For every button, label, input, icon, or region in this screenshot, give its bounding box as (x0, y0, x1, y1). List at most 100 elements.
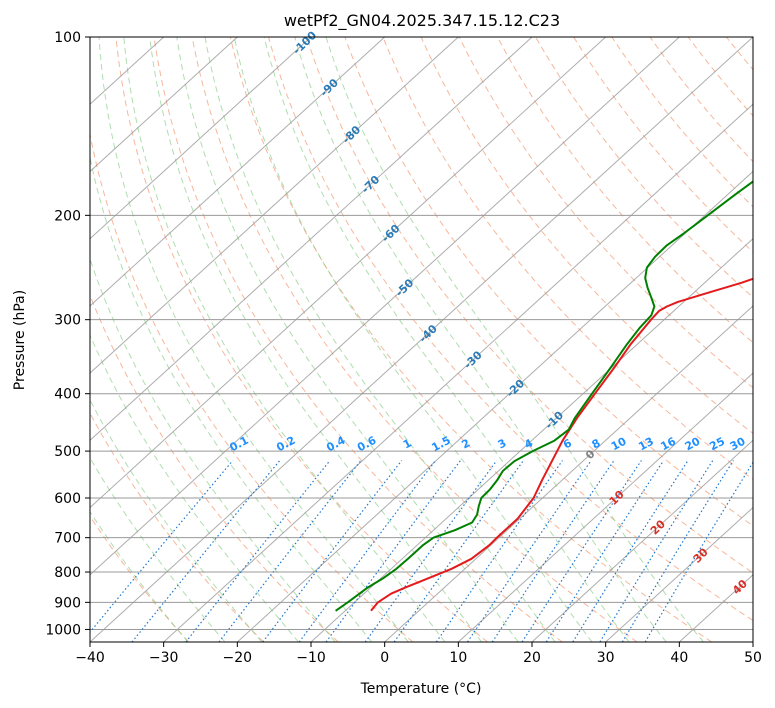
mixing-ratio-line (325, 460, 461, 642)
dry-adiabat (649, 37, 753, 163)
mixing-ratio-line (467, 460, 592, 642)
plot-frame (89, 36, 754, 643)
isotherm (457, 372, 753, 642)
isotherm (90, 37, 607, 509)
mixing-ratio-line (572, 460, 689, 642)
mixing-ratio-line (435, 460, 563, 642)
isotherm (163, 103, 753, 642)
moist-adiabat (123, 37, 446, 642)
dry-adiabat (382, 37, 753, 481)
axes: −40 −30 −20 −10 0 10 20 30 40 50 100 200 300 400 500 60… (45, 30, 762, 666)
moist-adiabat (204, 37, 556, 642)
y-tick-label: 700 (54, 531, 81, 547)
x-tick-label: −20 (223, 650, 253, 666)
moist-adiabat (325, 37, 704, 642)
mixing-ratio-label: 20 (683, 434, 703, 453)
mixing-ratio-line (131, 460, 281, 642)
x-tick-label: −30 (149, 650, 179, 666)
dry-adiabat (90, 515, 190, 642)
isotherm (90, 37, 386, 307)
moist-adiabat (90, 456, 226, 642)
y-tick-label: 900 (54, 595, 81, 611)
isotherm (236, 170, 753, 642)
isotherm-label: -100 (290, 29, 319, 58)
y-tick-label: 300 (54, 313, 81, 329)
isotherm (531, 439, 753, 642)
mixing-ratio-label: 30 (728, 435, 748, 454)
isotherm (384, 305, 753, 642)
mixing-ratio-line (393, 460, 524, 642)
dry-adiabat (90, 412, 264, 642)
dry-adiabat (765, 37, 775, 642)
moist-adiabat (98, 37, 409, 642)
y-tick-label: 100 (54, 30, 81, 46)
dewpoint-trace (335, 180, 753, 612)
mixing-ratio-label: 6 (561, 436, 574, 451)
y-tick-label: 600 (54, 491, 81, 507)
dry-adiabat (458, 37, 753, 389)
dry-adiabat (90, 293, 339, 642)
mixing-ratio-label: 3 (496, 436, 509, 451)
moist-adiabat (90, 510, 189, 642)
mixing-ratio-line (298, 460, 437, 642)
x-axis-label: Temperature (°C) (360, 681, 482, 697)
dry-adiabat (268, 37, 753, 622)
sounding-traces (335, 180, 753, 612)
moist-adiabat (176, 37, 519, 642)
mixing-ratio-line (621, 460, 734, 642)
mixing-ratio-label: 16 (658, 435, 678, 454)
moist-adiabat (90, 398, 263, 642)
mixing-ratio-label: 1 (401, 436, 414, 451)
y-axis-label: Pressure (hPa) (12, 290, 28, 390)
isotherm (90, 37, 459, 374)
x-tick-label: 20 (523, 650, 541, 666)
dry-adiabat (306, 37, 753, 574)
dry-adiabat (90, 131, 414, 642)
mixing-ratio-label: 2 (459, 436, 472, 451)
moist-adiabat (90, 257, 336, 642)
dry-adiabat (496, 37, 753, 344)
y-tick-label: 400 (54, 387, 81, 403)
moist-adiabat (90, 155, 373, 642)
x-tick-label: 40 (670, 650, 688, 666)
isotherm (90, 37, 680, 576)
dry-adiabat (611, 37, 753, 208)
moist-adiabat (233, 37, 593, 642)
mixing-ratio-line (90, 460, 234, 634)
dry-adiabat (573, 37, 753, 253)
x-tick-label: −10 (296, 650, 326, 666)
mixing-ratio-line (491, 460, 615, 642)
moist-adiabat (90, 333, 299, 642)
temperature-trace (370, 277, 753, 612)
mixing-ratio-line (218, 460, 362, 642)
isotherm (752, 641, 753, 642)
y-tick-label: 200 (54, 208, 81, 224)
chart-title: wetPf2_GN04.2025.347.15.12.C23 (284, 11, 560, 31)
y-tick-label: 800 (54, 565, 81, 581)
dry-adiabat (535, 37, 753, 298)
mixing-ratio-label: 13 (636, 435, 656, 454)
x-tick-label: −40 (75, 650, 105, 666)
moist-adiabat (294, 37, 667, 642)
isotherm (90, 37, 533, 442)
background-grid (90, 37, 775, 642)
mixing-ratio-line (364, 460, 498, 642)
mixing-ratio-line (185, 460, 331, 642)
isotherm (310, 237, 753, 642)
dry-adiabat (229, 37, 712, 642)
isotherm (90, 37, 238, 173)
x-tick-label: 50 (744, 650, 762, 666)
dry-adiabat (344, 37, 753, 527)
dry-adiabat (191, 37, 638, 642)
x-tick-label: 30 (597, 650, 615, 666)
moist-adiabat (263, 37, 630, 642)
mixing-ratio-line (644, 461, 753, 642)
mixing-ratio-label: 8 (590, 436, 603, 451)
dry-adiabat (420, 37, 753, 435)
dry-adiabat (153, 37, 563, 642)
moist-adiabat (149, 37, 482, 642)
dry-adiabat (115, 37, 488, 642)
dry-adiabat (726, 37, 753, 71)
mixing-ratio-label: 25 (707, 435, 727, 454)
